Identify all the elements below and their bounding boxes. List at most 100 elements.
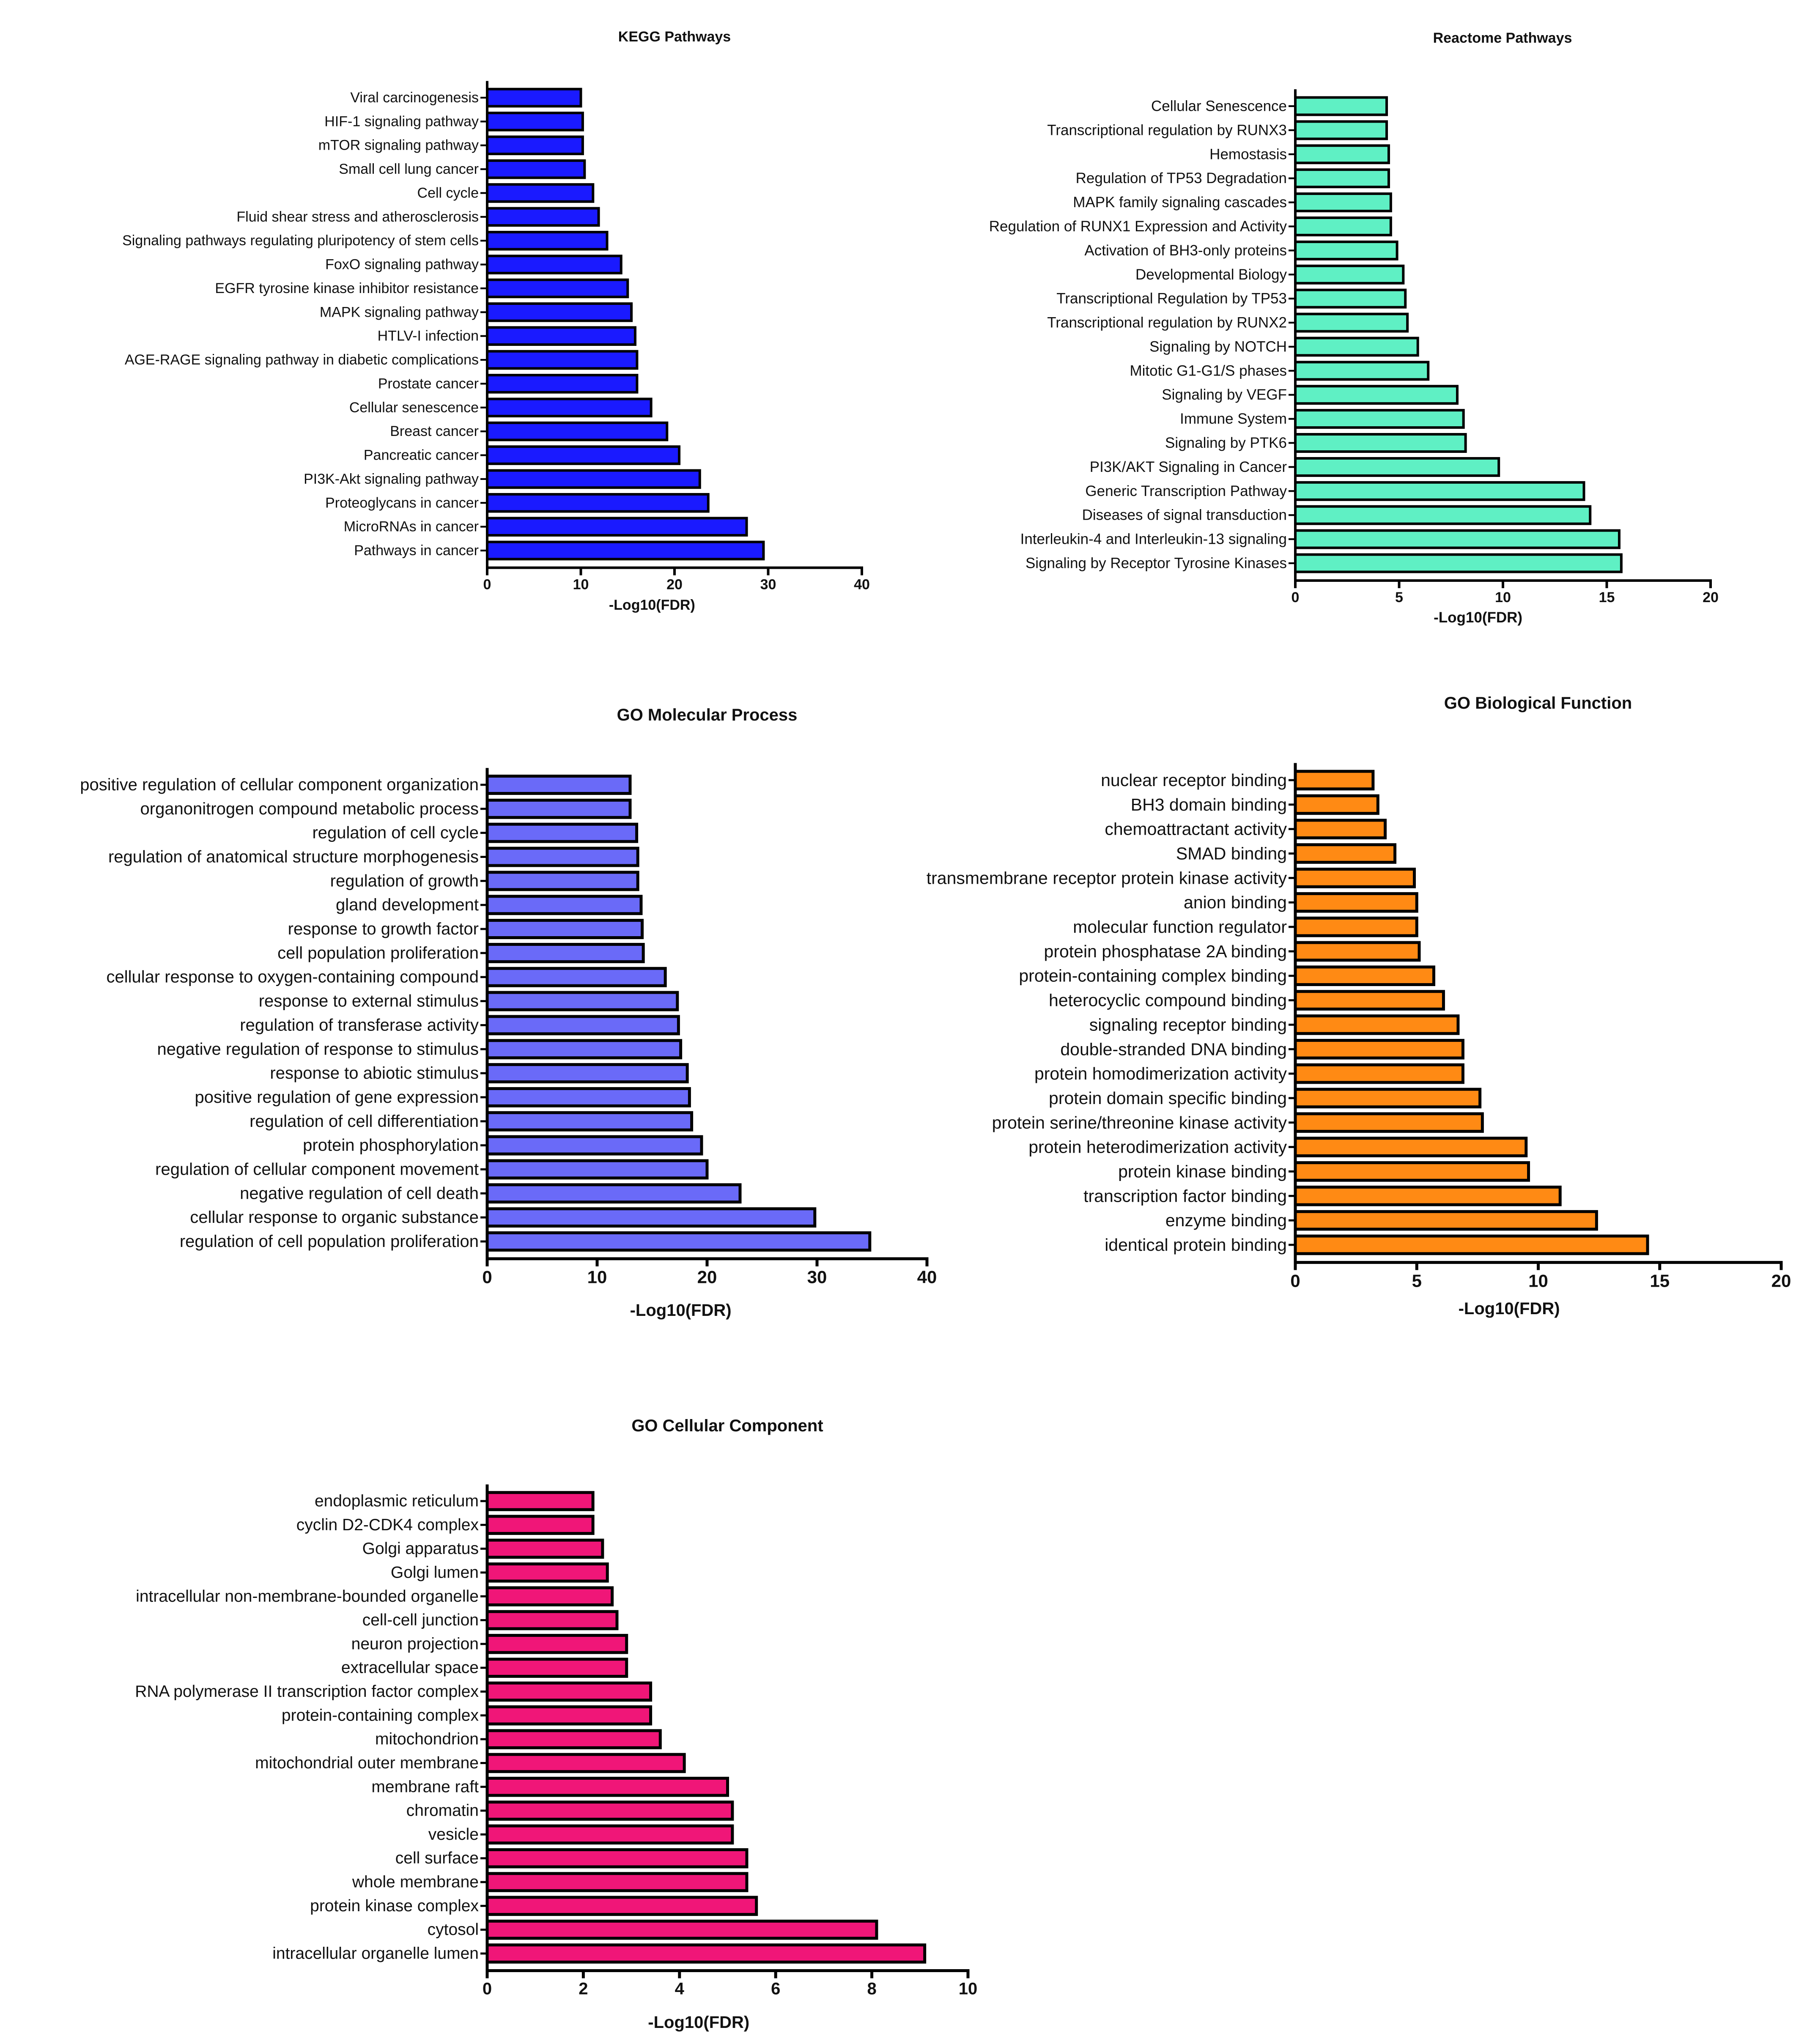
category-label: Breast cancer	[390, 423, 479, 439]
chart-title: GO Cellular Component	[631, 1417, 823, 1435]
bar	[1294, 1210, 1598, 1231]
bar	[485, 1039, 683, 1060]
chart-panel: Reactome Pathways Cellular Senescence Tran…	[989, 30, 1719, 626]
x-tick-label: 0	[1290, 1271, 1300, 1291]
category-label: Signaling by VEGF	[1162, 386, 1287, 403]
x-axis-label: -Log10(FDR)	[630, 1301, 732, 1320]
bar	[1294, 868, 1416, 888]
x-tick-label: 15	[1650, 1271, 1670, 1291]
category-label: protein domain specific binding	[1049, 1088, 1287, 1108]
category-label: MAPK signaling pathway	[320, 304, 479, 320]
bar	[485, 1848, 749, 1869]
x-axis-label: -Log10(FDR)	[1459, 1299, 1560, 1318]
category-label: Cell cycle	[417, 185, 479, 201]
category-label: mitochondrion	[375, 1730, 479, 1748]
x-tick-label: 2	[579, 1980, 588, 1998]
bar	[485, 895, 643, 915]
bar	[1294, 1088, 1482, 1109]
bar	[1294, 168, 1390, 189]
bar	[485, 991, 679, 1011]
category-label: Viral carcinogenesis	[350, 90, 479, 106]
x-tick-label: 10	[1528, 1271, 1548, 1291]
x-axis-label: -Log10(FDR)	[1434, 609, 1522, 626]
category-label: identical protein binding	[1105, 1235, 1287, 1255]
bar	[485, 1538, 604, 1559]
bar	[486, 469, 701, 489]
bar	[485, 798, 632, 819]
category-label: Hemostasis	[1209, 146, 1287, 162]
category-label: Fluid shear stress and atherosclerosis	[236, 209, 479, 225]
bar	[485, 1491, 595, 1511]
category-label: BH3 domain binding	[1131, 795, 1287, 814]
x-tick-label: 20	[1771, 1271, 1791, 1291]
category-label: Signaling by Receptor Tyrosine Kinases	[1026, 555, 1287, 572]
bar	[485, 1872, 749, 1892]
bar	[485, 1135, 703, 1156]
category-label: response to abiotic stimulus	[270, 1064, 479, 1082]
category-label: mTOR signaling pathway	[318, 137, 479, 153]
category-label: transmembrane receptor protein kinase ac…	[927, 868, 1287, 888]
bar	[1294, 312, 1409, 333]
bar	[486, 112, 584, 132]
x-tick-label: 30	[807, 1267, 827, 1287]
chart-panel: GO Biological Function nuclear receptor b…	[927, 694, 1791, 1318]
category-label: anion binding	[1184, 893, 1287, 912]
bar	[1294, 361, 1430, 381]
bar	[485, 1515, 595, 1535]
chart-panel: GO Molecular Process positive regulation …	[80, 706, 937, 1320]
category-label: chemoattractant activity	[1105, 819, 1287, 839]
x-tick-label: 40	[917, 1267, 937, 1287]
x-tick-label: 0	[482, 1267, 492, 1287]
category-label: regulation of anatomical structure morph…	[108, 848, 479, 866]
category-label: EGFR tyrosine kinase inhibitor resistanc…	[215, 280, 479, 296]
category-label: MAPK family signaling cascades	[1073, 194, 1287, 211]
bar	[1294, 1185, 1562, 1206]
bar	[485, 822, 639, 843]
bar	[485, 1705, 653, 1726]
category-label: protein kinase binding	[1118, 1162, 1287, 1181]
bar	[1294, 264, 1405, 285]
category-label: intracellular organelle lumen	[272, 1945, 479, 1963]
bar	[486, 397, 653, 418]
category-label: protein serine/threonine kinase activity	[992, 1113, 1287, 1132]
bar	[485, 1159, 709, 1180]
category-label: Generic Transcription Pathway	[1085, 483, 1287, 499]
bar	[486, 493, 710, 513]
category-label: vesicle	[428, 1825, 479, 1844]
bar	[486, 326, 636, 346]
bar	[486, 159, 586, 179]
category-label: HTLV-I infection	[378, 328, 479, 344]
category-label: protein-containing complex	[282, 1706, 479, 1724]
category-label: double-stranded DNA binding	[1060, 1039, 1287, 1059]
bar	[486, 135, 584, 156]
bar	[485, 1231, 872, 1252]
bar	[486, 421, 669, 441]
category-label: HIF-1 signaling pathway	[324, 113, 479, 129]
x-tick-label: 10	[1495, 589, 1511, 606]
category-label: protein kinase complex	[310, 1897, 479, 1915]
category-label: RNA polymerase II transcription factor c…	[135, 1682, 479, 1701]
bar	[1294, 385, 1459, 405]
category-label: endoplasmic reticulum	[315, 1492, 479, 1510]
bar	[1294, 96, 1388, 116]
category-label: Transcriptional regulation by RUNX3	[1047, 122, 1287, 138]
category-label: Signaling pathways regulating pluripoten…	[122, 233, 479, 249]
bar	[1294, 481, 1585, 501]
x-tick-label: 6	[771, 1980, 780, 1998]
bar	[1294, 505, 1592, 525]
category-label: cell population proliferation	[277, 944, 479, 962]
bar	[1294, 120, 1388, 140]
bar	[1294, 192, 1392, 213]
category-label: membrane raft	[371, 1778, 479, 1796]
chart-panel: KEGG Pathways Viral carcinogenesis HIF-1 s…	[122, 29, 870, 613]
bar	[485, 1634, 628, 1654]
bar	[1294, 144, 1390, 164]
bar	[1294, 965, 1435, 986]
x-tick-label: 0	[483, 576, 491, 592]
category-label: transcription factor binding	[1083, 1186, 1287, 1206]
category-label: response to external stimulus	[259, 992, 479, 1011]
x-tick-label: 8	[867, 1980, 876, 1998]
category-label: Small cell lung cancer	[339, 161, 479, 177]
bar	[485, 775, 632, 795]
